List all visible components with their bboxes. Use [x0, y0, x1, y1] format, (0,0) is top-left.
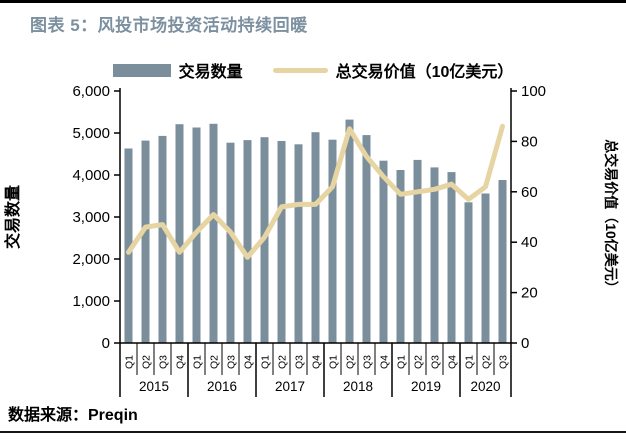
- year-label: 2020: [470, 379, 500, 394]
- year-label: 2015: [139, 379, 169, 394]
- year-label: 2016: [207, 379, 237, 394]
- bar-Q4-11: [311, 132, 320, 343]
- quarter-label: Q4: [447, 355, 459, 369]
- bar-Q1-16: [396, 170, 405, 343]
- quarter-label: Q2: [481, 355, 493, 369]
- bar-Q1-0: [124, 148, 133, 343]
- chart-legend: 交易数量 总交易价值（10亿美元）: [0, 58, 626, 82]
- right-tick-label: 20: [521, 285, 538, 302]
- quarter-label: Q1: [260, 355, 272, 369]
- bottom-border-line: [0, 431, 626, 433]
- line-series-swatch: [272, 67, 328, 73]
- quarter-label: Q2: [413, 355, 425, 369]
- right-tick-label: 60: [521, 184, 538, 201]
- legend-label-deal-count: 交易数量: [178, 64, 243, 81]
- quarter-label: Q4: [243, 355, 255, 369]
- quarter-label: Q1: [124, 355, 136, 369]
- quarter-label: Q3: [158, 355, 170, 369]
- quarter-label: Q1: [192, 355, 204, 369]
- quarter-label: Q4: [175, 355, 187, 369]
- bar-Q3-18: [430, 167, 439, 343]
- bar-Q3-22: [498, 180, 507, 343]
- bar-Q4-7: [243, 140, 252, 343]
- year-label: 2018: [343, 379, 373, 394]
- quarter-label: Q2: [345, 355, 357, 369]
- quarter-label: Q3: [226, 355, 238, 369]
- quarter-label: Q4: [379, 355, 391, 369]
- quarter-label: Q3: [430, 355, 442, 369]
- combo-chart: 0 1,000 2,000 3,000 4,000 5,000 6,000 0 20 40 60 80…: [3, 85, 619, 397]
- left-axis-title: 交易数量: [3, 185, 22, 249]
- top-border-line: [0, 0, 626, 3]
- quarter-label: Q2: [209, 355, 221, 369]
- bar-Q3-6: [226, 142, 235, 343]
- quarter-label: Q3: [362, 355, 374, 369]
- quarter-label: Q1: [464, 355, 476, 369]
- chart-title: 图表 5：风投市场投资活动持续回暖: [30, 16, 308, 35]
- year-label: 2019: [411, 379, 441, 394]
- bar-Q2-9: [277, 141, 286, 343]
- right-tick-label: 40: [521, 234, 538, 251]
- left-tick-label: 1,000: [72, 293, 110, 310]
- data-source: 数据来源：Preqin: [8, 407, 138, 424]
- bar-Q2-5: [209, 123, 218, 343]
- quarter-label: Q2: [141, 355, 153, 369]
- year-label: 2017: [275, 379, 305, 394]
- bar-Q2-21: [481, 193, 490, 343]
- bar-Q1-12: [328, 139, 337, 343]
- deal-value-line: [126, 123, 505, 260]
- quarter-label: Q3: [498, 355, 510, 369]
- bar-Q4-3: [175, 124, 184, 343]
- bar-Q2-17: [413, 159, 422, 343]
- quarter-label: Q4: [311, 355, 323, 369]
- left-tick-label: 2,000: [72, 251, 110, 268]
- left-tick-label: 5,000: [72, 125, 110, 142]
- quarter-label: Q3: [294, 355, 306, 369]
- bar-series-swatch: [112, 63, 171, 77]
- legend-label-deal-value: 总交易价值（10亿美元）: [335, 64, 514, 81]
- legend-item-deal-value: 总交易价值（10亿美元）: [272, 58, 514, 82]
- quarter-label: Q1: [328, 355, 340, 369]
- quarter-label: Q1: [396, 355, 408, 369]
- bar-Q3-10: [294, 144, 303, 343]
- quarter-label: Q2: [277, 355, 289, 369]
- right-tick-label: 100: [521, 85, 546, 100]
- bar-Q2-13: [345, 119, 354, 343]
- left-tick-label: 4,000: [72, 167, 110, 184]
- left-tick-label: 0: [102, 335, 110, 352]
- bar-Q3-14: [362, 135, 371, 343]
- right-tick-label: 0: [521, 335, 529, 352]
- left-tick-label: 6,000: [72, 85, 110, 100]
- bar-Q1-20: [464, 202, 473, 343]
- bar-Q4-19: [447, 172, 456, 343]
- right-axis-title: 总交易价值（10亿美元）: [603, 139, 619, 295]
- bar-Q4-15: [379, 160, 388, 343]
- bar-Q2-1: [141, 140, 150, 343]
- legend-item-deal-count: 交易数量: [112, 58, 243, 82]
- bar-Q3-2: [158, 135, 167, 343]
- right-tick-label: 80: [521, 133, 538, 150]
- left-tick-label: 3,000: [72, 209, 110, 226]
